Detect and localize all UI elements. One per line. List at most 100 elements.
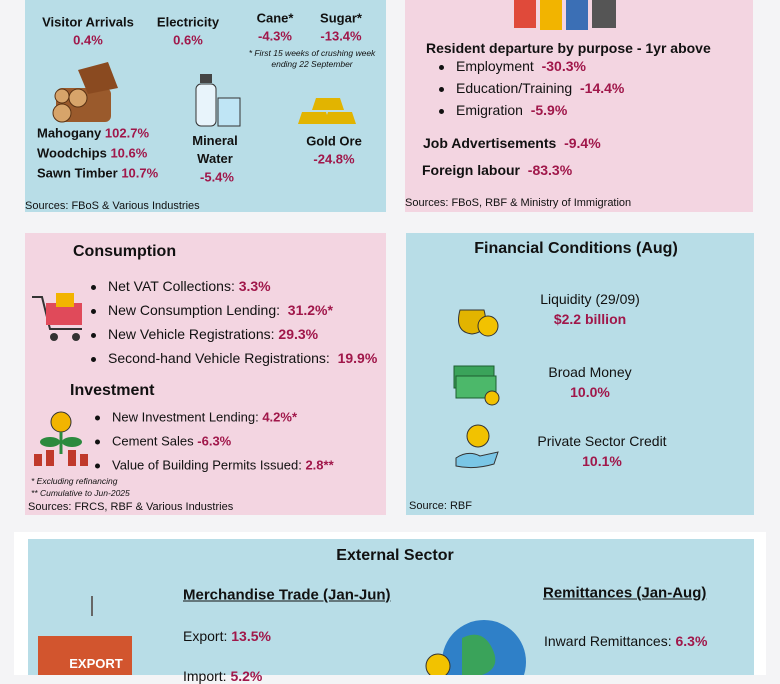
gold-icon xyxy=(298,98,356,124)
value: 10.1% xyxy=(582,453,622,469)
label: Electricity xyxy=(156,14,220,30)
label: Gold Ore xyxy=(306,133,362,149)
value: 0.4% xyxy=(73,32,103,48)
label: Education/Training xyxy=(456,80,573,96)
value: -6.3% xyxy=(197,433,232,449)
credit-icon xyxy=(455,424,499,469)
external-panel xyxy=(28,539,754,675)
cart-icon xyxy=(32,293,82,341)
bullet: New Vehicle Registrations: 29.3% xyxy=(91,326,318,342)
money-bag-icon xyxy=(458,309,499,337)
cash-icon xyxy=(453,365,500,406)
value: -4.3% xyxy=(258,28,292,44)
label: Visitor Arrivals xyxy=(42,14,134,30)
value: -83.3% xyxy=(527,162,573,178)
value: 10.0% xyxy=(570,384,610,400)
source: Sources: FRCS, RBF & Various Industries xyxy=(28,501,234,513)
bullet: New Investment Lending: 4.2%* xyxy=(95,410,297,425)
value: -14.4% xyxy=(580,80,625,96)
value: 102.7% xyxy=(104,125,150,141)
value: -24.8% xyxy=(313,151,355,167)
value: 19.9% xyxy=(337,350,378,366)
label: Second-hand Vehicle Registrations: xyxy=(108,350,330,366)
value: 29.3% xyxy=(278,326,319,342)
timber-icon xyxy=(52,62,118,123)
heading: Financial Conditions (Aug) xyxy=(474,240,678,257)
label: Import: xyxy=(183,668,227,684)
label: Value of Building Permits Issued: xyxy=(112,457,302,473)
row: Sawn Timber 10.7% xyxy=(37,166,158,181)
source: Source: RBF xyxy=(409,500,472,512)
label: Export: xyxy=(183,628,228,644)
globe-icon xyxy=(425,620,526,675)
value: 3.3% xyxy=(238,278,271,294)
value: 2.8** xyxy=(305,457,334,473)
source: Sources: FBoS & Various Industries xyxy=(25,200,200,212)
row: Import: 5.2% xyxy=(183,668,262,684)
row: Mahogany 102.7% xyxy=(37,126,149,141)
note: * Excluding refinancing xyxy=(31,476,118,486)
bullet: Education/Training -14.4% xyxy=(439,80,624,96)
row: Woodchips 10.6% xyxy=(37,146,147,161)
value: -5.9% xyxy=(530,102,568,118)
note: ** Cumulative to Jun-2025 xyxy=(31,488,130,498)
bullet: Employment -30.3% xyxy=(439,58,586,74)
water-icon xyxy=(195,74,241,127)
container-label: EXPORT xyxy=(69,656,123,671)
row: Foreign labour -83.3% xyxy=(422,162,572,178)
label: Cane* xyxy=(256,10,294,26)
note: * First 15 weeks of crushing week ending… xyxy=(248,48,376,69)
subheading: Merchandise Trade (Jan-Jun) xyxy=(183,586,391,604)
value: -9.4% xyxy=(564,135,601,151)
label: Mineral Water xyxy=(192,133,238,166)
row: Export: 13.5% xyxy=(183,628,271,644)
bullet: Cement Sales -6.3% xyxy=(95,434,231,449)
heading: Investment xyxy=(70,382,155,399)
people-icon xyxy=(514,0,616,30)
source: Sources: FBoS, RBF & Ministry of Immigra… xyxy=(405,197,632,209)
value: 6.3% xyxy=(675,633,708,649)
heading: Resident departure by purpose - 1yr abov… xyxy=(426,40,711,56)
value: 13.5% xyxy=(231,628,271,644)
value: 10.7% xyxy=(121,165,159,181)
labour-panel xyxy=(405,0,753,212)
label: Net VAT Collections: xyxy=(108,278,235,294)
row: Inward Remittances: 6.3% xyxy=(544,633,707,649)
label: New Vehicle Registrations: xyxy=(108,326,275,342)
row: Job Advertisements -9.4% xyxy=(423,135,601,151)
container-icon: EXPORT xyxy=(38,596,132,675)
bullet: Emigration -5.9% xyxy=(439,102,567,118)
label: Woodchips xyxy=(37,145,107,161)
value: -5.4% xyxy=(200,169,234,185)
value: $2.2 billion xyxy=(553,311,627,327)
investment-icon xyxy=(34,411,88,466)
subheading: Remittances (Jan-Aug) xyxy=(543,584,707,602)
value: 0.6% xyxy=(173,32,203,48)
label: Inward Remittances: xyxy=(544,633,672,649)
label: Liquidity (29/09) xyxy=(540,291,640,307)
value: -30.3% xyxy=(541,58,586,74)
bullet: New Consumption Lending: 31.2%* xyxy=(91,302,333,318)
value: 10.6% xyxy=(110,145,148,161)
value: 31.2%* xyxy=(287,302,333,318)
label: New Investment Lending: xyxy=(112,409,259,425)
label: Foreign labour xyxy=(422,162,520,178)
label: Private Sector Credit xyxy=(537,433,667,449)
label: Employment xyxy=(456,58,534,74)
label: Job Advertisements xyxy=(423,135,557,151)
bullet: Second-hand Vehicle Registrations: 19.9% xyxy=(91,350,377,366)
label: Broad Money xyxy=(548,364,632,380)
label: Cement Sales xyxy=(112,433,194,449)
value: 4.2%* xyxy=(262,409,298,425)
heading: External Sector xyxy=(336,547,454,564)
bullet: Value of Building Permits Issued: 2.8** xyxy=(95,458,334,473)
label: New Consumption Lending: xyxy=(108,302,280,318)
value: 5.2% xyxy=(230,668,263,684)
consumption-panel xyxy=(25,233,386,515)
value: -13.4% xyxy=(320,28,362,44)
label: Sugar* xyxy=(320,10,362,26)
label: Emigration xyxy=(456,102,523,118)
label: Sawn Timber xyxy=(37,165,118,181)
label: Mahogany xyxy=(37,125,102,141)
